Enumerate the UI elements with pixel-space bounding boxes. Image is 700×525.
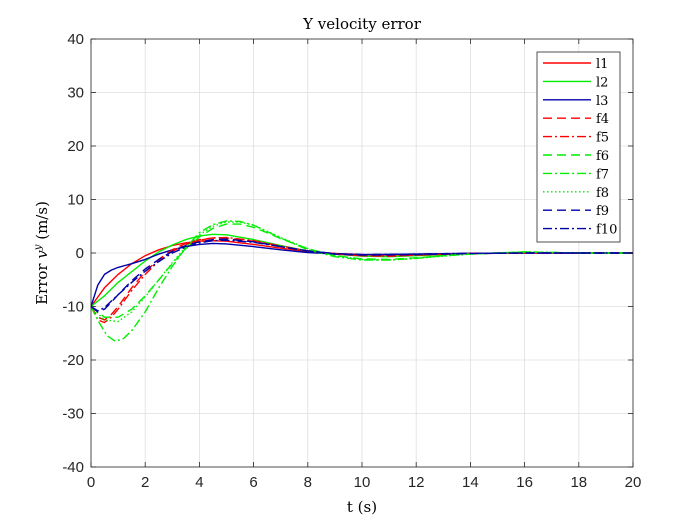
legend-label-f9: f9 <box>596 204 609 219</box>
legend-label-f10: f10 <box>596 223 617 238</box>
x-tick-label: 2 <box>141 474 149 491</box>
y-tick-label: 20 <box>67 138 84 155</box>
x-tick-label: 8 <box>304 474 312 491</box>
x-tick-label: 14 <box>462 474 479 491</box>
x-tick-label: 20 <box>625 474 642 491</box>
x-axis-label: t (s) <box>347 498 377 516</box>
series-line-f5 <box>90 236 633 324</box>
y-tick-label: -20 <box>62 352 84 369</box>
legend-label-f7: f7 <box>596 167 609 182</box>
y-tick-label: 10 <box>67 192 84 209</box>
legend: l1 l2 l3 f4 f5 f6 f7 f8 f9 f10 <box>536 51 621 243</box>
y-tick-label: 30 <box>67 85 84 102</box>
axis-ticks <box>90 38 634 468</box>
x-tick-label: 4 <box>195 474 203 491</box>
y-axis-label-prefix: Error <box>33 259 51 305</box>
x-tick-label: 18 <box>570 474 587 491</box>
y-axis-label-var: v <box>33 250 51 259</box>
legend-label-f4: f4 <box>596 112 609 127</box>
y-tick-label: -40 <box>62 459 84 476</box>
y-tick-labels: -40 -30 -20 -10 0 10 20 30 40 <box>62 31 84 476</box>
x-tick-label: 16 <box>516 474 533 491</box>
y-tick-label: -30 <box>62 406 84 423</box>
legend-label-f6: f6 <box>596 149 609 164</box>
legend-label-l3: l3 <box>596 94 608 109</box>
y-tick-label: 40 <box>67 31 84 48</box>
y-axis-label-sup: y <box>33 244 44 251</box>
y-tick-label: 0 <box>76 245 84 262</box>
series-layer <box>90 220 633 342</box>
legend-label-l1: l1 <box>596 57 608 72</box>
legend-label-l2: l2 <box>596 75 608 90</box>
chart-title: Y velocity error <box>302 15 422 33</box>
x-tick-label: 10 <box>354 474 371 491</box>
y-axis-label-suffix: (m/s) <box>33 201 51 244</box>
y-axis-label: Error vy (m/s) <box>33 201 51 305</box>
y-tick-label: -10 <box>62 299 84 316</box>
x-tick-label: 0 <box>87 474 95 491</box>
x-tick-label: 6 <box>249 474 257 491</box>
x-tick-labels: 0 2 4 6 8 10 12 14 16 18 20 <box>87 474 642 491</box>
legend-label-f8: f8 <box>596 186 609 201</box>
x-tick-label: 12 <box>408 474 425 491</box>
series-line-f6 <box>90 223 633 318</box>
legend-label-f5: f5 <box>596 131 609 146</box>
